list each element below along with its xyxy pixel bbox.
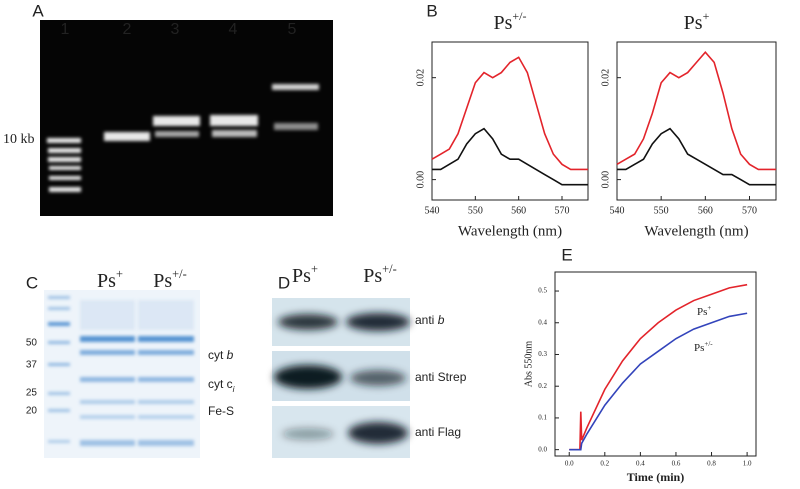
legend-entry: Ps+/- — [694, 340, 713, 354]
band-label-part: cyt — [208, 348, 227, 362]
ladder-label: 50 — [26, 338, 38, 349]
column-header-part: + — [116, 267, 123, 281]
panel-label: E — [561, 245, 572, 264]
chart-title: Ps+ — [684, 9, 710, 34]
series-line — [431, 56, 588, 171]
panel-label: C — [26, 273, 38, 292]
column-header-part: Ps — [292, 265, 311, 287]
band-label-part: Fe-S — [208, 404, 234, 418]
series-line — [432, 127, 588, 186]
x-axis-label: Wavelength (nm) — [458, 223, 562, 239]
y-tick-label: 0.1 — [538, 414, 547, 422]
band-label-part: i — [233, 384, 236, 394]
ladder-label: 25 — [26, 388, 38, 399]
legend-sup: + — [707, 304, 711, 312]
legend-sup: +/- — [704, 340, 713, 348]
y-tick-label: 0.3 — [538, 350, 547, 358]
x-tick-label: 0.0 — [565, 460, 574, 468]
x-tick-label: 550 — [654, 205, 669, 216]
legend-name: Ps — [697, 306, 707, 318]
x-tick-label: 560 — [511, 205, 526, 216]
x-tick-label: 570 — [742, 205, 757, 216]
x-axis-label: Wavelength (nm) — [644, 223, 748, 239]
y-tick-label: 0.5 — [538, 287, 547, 295]
lane-label: 5 — [288, 21, 297, 38]
lane-label: 4 — [229, 21, 238, 38]
row-label: anti Flag — [415, 425, 461, 439]
y-tick-label: 0.00 — [415, 171, 426, 189]
column-header-part: Ps — [97, 270, 116, 292]
panel-label: B — [426, 1, 437, 20]
marker-label: 10 kb — [3, 132, 35, 147]
lane-label: 2 — [123, 21, 132, 38]
row-label-part: b — [438, 313, 445, 327]
sds-bands — [48, 296, 194, 446]
x-tick-label: 0.2 — [600, 460, 609, 468]
row-label-part: anti Flag — [415, 425, 461, 439]
column-header-part: Ps — [363, 265, 382, 287]
chart-title-main: Ps — [493, 12, 512, 34]
x-tick-label: 540 — [425, 205, 440, 216]
column-header: Ps+ — [292, 262, 318, 287]
series-line — [617, 127, 776, 186]
y-tick-label: 0.00 — [600, 171, 611, 189]
plot-frame — [554, 271, 757, 457]
x-tick-label: 1.0 — [743, 460, 752, 468]
chart-title-main: Ps — [684, 12, 703, 34]
row-label-part: anti — [415, 313, 438, 327]
band-label: cyt b — [208, 348, 234, 362]
y-tick-label: 0.02 — [600, 69, 611, 87]
western-blots — [272, 298, 410, 458]
lane-label: 1 — [61, 21, 70, 38]
y-tick-label: 0.4 — [538, 318, 547, 326]
band-label-part: cyt c — [208, 377, 233, 391]
column-header-part: +/- — [382, 262, 397, 276]
y-tick-label: 0.0 — [538, 445, 547, 453]
ladder-label: 37 — [26, 360, 38, 371]
x-tick-label: 0.6 — [672, 460, 681, 468]
plot-frame — [616, 41, 777, 201]
gel-bands — [47, 84, 319, 192]
panel-label: A — [32, 1, 44, 20]
column-header: Ps+/- — [153, 267, 186, 292]
y-axis-label: Abs 550nm — [523, 341, 534, 388]
lane-label: 3 — [171, 21, 180, 38]
x-tick-label: 0.4 — [636, 460, 645, 468]
x-tick-label: 560 — [698, 205, 713, 216]
column-header-part: + — [311, 262, 318, 276]
column-header-part: +/- — [172, 267, 187, 281]
series-line — [569, 312, 748, 451]
row-label-part: anti Strep — [415, 370, 467, 384]
series-line — [569, 283, 748, 451]
x-tick-label: 550 — [468, 205, 483, 216]
band-label-part: b — [227, 348, 234, 362]
ladder-label: 20 — [26, 406, 38, 417]
y-tick-label: 0.2 — [538, 382, 547, 390]
row-label: anti b — [415, 313, 445, 327]
chart-title-sup: +/- — [512, 9, 526, 23]
band-label: cyt ci — [208, 377, 236, 394]
panel-label: D — [278, 273, 290, 292]
chart-title-sup: + — [703, 9, 710, 23]
legend-name: Ps — [694, 342, 704, 354]
column-header: Ps+ — [97, 267, 123, 292]
y-tick-label: 0.02 — [415, 69, 426, 87]
chart-title: Ps+/- — [493, 9, 526, 34]
column-header: Ps+/- — [363, 262, 396, 287]
plot-frame — [431, 41, 589, 201]
x-tick-label: 0.8 — [707, 460, 716, 468]
column-header-part: Ps — [153, 270, 172, 292]
row-label: anti Strep — [415, 370, 467, 384]
x-axis-label: Time (min) — [627, 470, 684, 484]
x-tick-label: 570 — [555, 205, 570, 216]
band-label: Fe-S — [208, 404, 234, 418]
x-tick-label: 540 — [610, 205, 625, 216]
legend-entry: Ps+ — [697, 304, 711, 318]
series-line — [616, 50, 776, 171]
